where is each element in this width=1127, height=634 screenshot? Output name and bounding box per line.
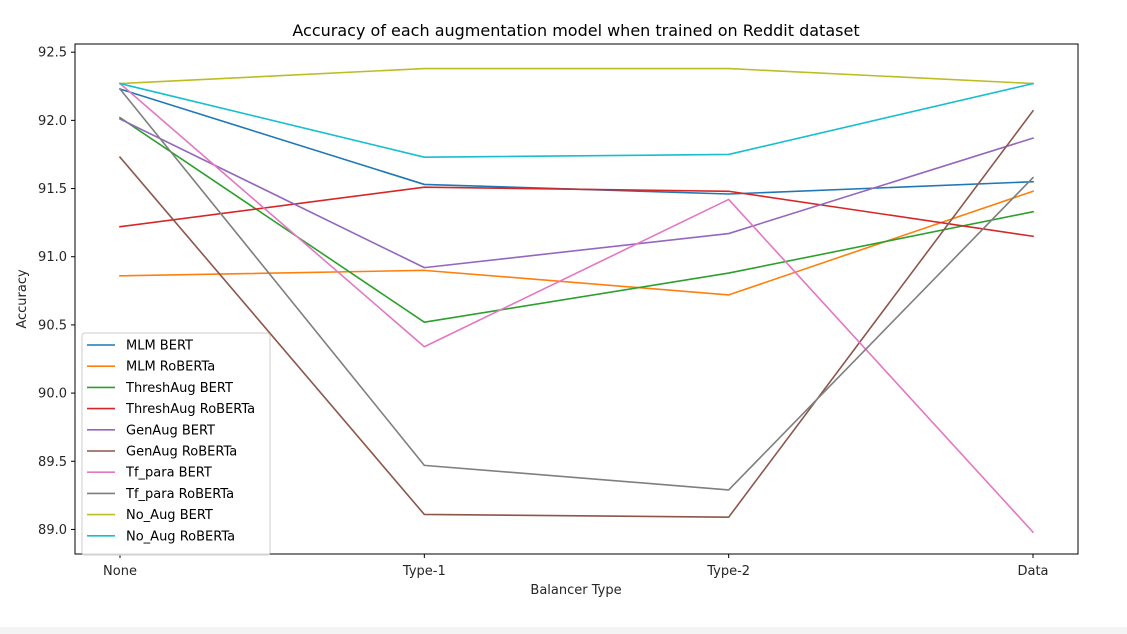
x-tick-label: None <box>103 564 137 579</box>
legend: MLM BERT MLM RoBERTa ThreshAug BERT ThreshA… <box>81 332 271 556</box>
series-line-8 <box>119 67 1034 85</box>
y-tick-label: 90.0 <box>38 387 67 402</box>
bottom-toolbar-strip <box>0 627 1127 634</box>
y-tick-label: 92.5 <box>38 46 67 61</box>
legend-label: GenAug BERT <box>126 423 215 438</box>
legend-label: Tf_para BERT <box>125 466 212 481</box>
legend-box <box>81 332 271 556</box>
legend-label: MLM BERT <box>126 339 193 354</box>
x-tick-label: Data <box>1017 564 1048 579</box>
y-tick-label: 89.0 <box>38 523 67 538</box>
y-axis-label: Accuracy <box>15 269 30 329</box>
chart-title: Accuracy of each augmentation model when… <box>292 21 859 40</box>
x-tick-label: Type-1 <box>402 564 446 579</box>
y-tick-label: 91.0 <box>38 250 67 265</box>
series-line-4 <box>118 117 1035 269</box>
y-tick-label: 89.5 <box>38 455 67 470</box>
legend-label: MLM RoBERTa <box>126 360 215 375</box>
series-line-6 <box>118 82 1035 534</box>
tick-layer: None Type-1 Type-2 Data 89.0 89.5 90.0 90.5 91.0… <box>38 46 1048 579</box>
x-tick-label: Type-2 <box>706 564 750 579</box>
plot-frame <box>74 43 1079 555</box>
legend-label: No_Aug BERT <box>126 508 213 523</box>
axes-layer <box>74 43 1079 555</box>
legend-label: GenAug RoBERTa <box>126 445 237 460</box>
legend-label: Tf_para RoBERTa <box>125 487 234 502</box>
legend-label: ThreshAug RoBERTa <box>125 402 255 417</box>
series-line-5 <box>118 109 1035 518</box>
y-tick-label: 92.0 <box>38 114 67 129</box>
y-tick-label: 90.5 <box>38 318 67 333</box>
y-tick-label: 91.5 <box>38 182 67 197</box>
legend-label: No_Aug RoBERTa <box>126 529 235 544</box>
series-line-2 <box>118 116 1034 323</box>
series-layer <box>118 67 1035 534</box>
series-line-3 <box>119 186 1034 238</box>
legend-label: ThreshAug BERT <box>125 381 233 396</box>
x-axis-label: Balancer Type <box>530 583 621 598</box>
series-line-7 <box>118 87 1035 491</box>
series-line-9 <box>119 82 1034 158</box>
